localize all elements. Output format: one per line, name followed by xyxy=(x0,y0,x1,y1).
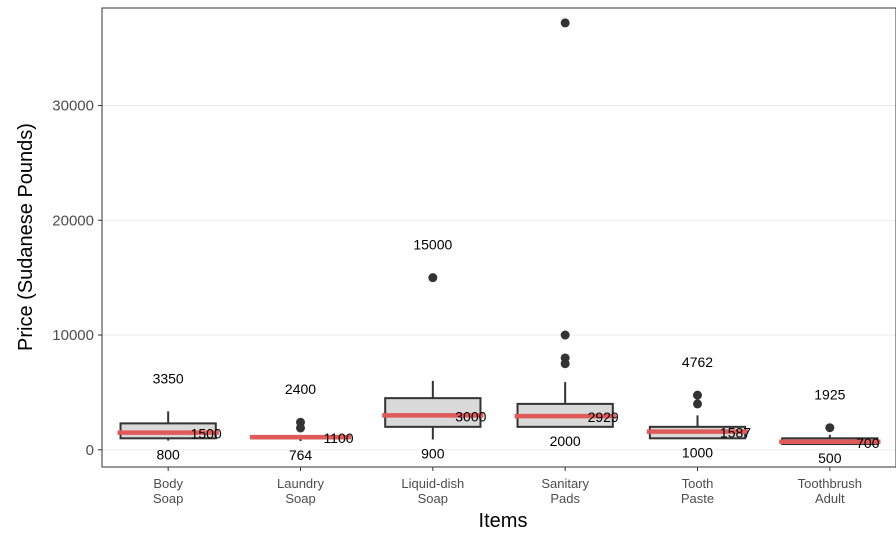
outlier-point xyxy=(560,18,570,28)
min-label: 1000 xyxy=(682,444,713,460)
box xyxy=(384,397,482,428)
median-label: 700 xyxy=(856,435,880,451)
y-tick-label: 20000 xyxy=(52,212,94,229)
max-label: 2400 xyxy=(285,381,316,397)
boxes xyxy=(117,18,881,446)
panel-border xyxy=(101,7,896,468)
x-tick-label-line: Paste xyxy=(681,491,714,506)
max-label: 15000 xyxy=(413,237,452,253)
x-tick-label-line: Laundry xyxy=(277,476,324,491)
x-tick-label: Sanitary Pads xyxy=(541,476,589,506)
outlier-point xyxy=(825,423,835,433)
x-tick-label-line: Soap xyxy=(418,491,448,506)
min-label: 764 xyxy=(289,447,313,463)
value-annotations: 3350 1500 800 2400 1100 764 15000 3000 900 2929 20… xyxy=(153,237,880,466)
median-label: 1587 xyxy=(720,425,751,441)
max-label: 1925 xyxy=(814,387,845,403)
outlier-point xyxy=(560,353,570,363)
min-label: 500 xyxy=(818,450,842,466)
median-label: 3000 xyxy=(455,408,486,424)
min-label: 2000 xyxy=(550,433,581,449)
x-tick-label-line: Soap xyxy=(153,491,183,506)
x-tick-label-line: Toothbrush xyxy=(798,476,862,491)
max-label: 4762 xyxy=(682,354,713,370)
outlier-point xyxy=(560,330,570,340)
x-tick-label: Liquid-dish Soap xyxy=(401,476,464,506)
outlier-point xyxy=(428,273,438,283)
outlier-point xyxy=(693,399,702,409)
x-tick-label: Body Soap xyxy=(153,476,183,506)
x-tick-label-line: Liquid-dish xyxy=(401,476,464,491)
min-label: 900 xyxy=(421,445,445,461)
x-tick-label: Laundry Soap xyxy=(277,476,324,506)
x-tick-label-line: Soap xyxy=(285,491,315,506)
y-axis-title: Price (Sudanese Pounds) xyxy=(15,123,37,351)
median-label: 2929 xyxy=(588,409,619,425)
x-axis-title: Items xyxy=(479,510,528,532)
x-tick-label-line: Body xyxy=(153,476,183,491)
x-tick-label: Tooth Paste xyxy=(681,476,714,506)
min-label: 800 xyxy=(156,447,180,463)
x-tick-label-line: Sanitary xyxy=(541,476,589,491)
grid-lines xyxy=(102,105,896,451)
x-tick-label: Toothbrush Adult xyxy=(798,476,862,506)
max-label: 3350 xyxy=(153,370,184,386)
median-label: 1500 xyxy=(191,426,222,442)
y-tick-label: 0 xyxy=(86,442,94,459)
median-label: 1100 xyxy=(323,430,353,446)
x-tick-label-line: Pads xyxy=(550,491,580,506)
x-tick-label-line: Adult xyxy=(815,491,845,506)
outlier-point xyxy=(693,390,702,400)
y-tick-label: 10000 xyxy=(52,327,94,344)
outlier-point xyxy=(296,417,305,427)
x-tick-label-line: Tooth xyxy=(682,476,714,491)
y-tick-label: 30000 xyxy=(52,98,94,115)
